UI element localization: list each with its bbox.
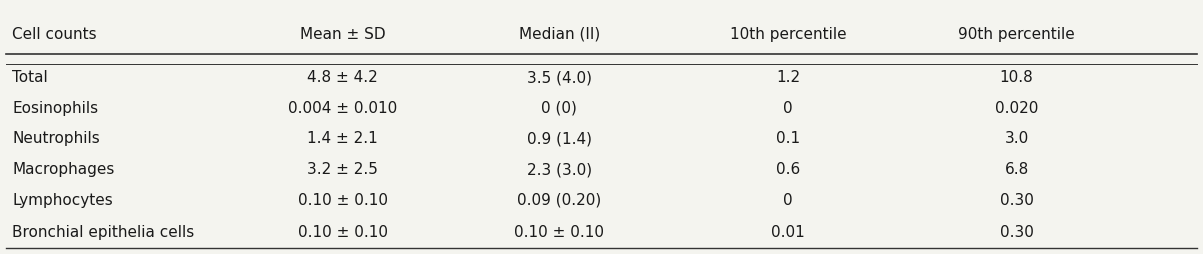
Text: 0.09 (0.20): 0.09 (0.20) (517, 192, 602, 207)
Text: 1.2: 1.2 (776, 70, 800, 85)
Text: Mean ± SD: Mean ± SD (300, 27, 386, 42)
Text: 0 (0): 0 (0) (541, 101, 577, 115)
Text: 4.8 ± 4.2: 4.8 ± 4.2 (308, 70, 378, 85)
Text: Median (II): Median (II) (518, 27, 600, 42)
Text: Neutrophils: Neutrophils (12, 131, 100, 146)
Text: 6.8: 6.8 (1005, 162, 1029, 176)
Text: 10th percentile: 10th percentile (730, 27, 846, 42)
Text: 2.3 (3.0): 2.3 (3.0) (527, 162, 592, 176)
Text: 0.30: 0.30 (1000, 192, 1033, 207)
Text: 0.10 ± 0.10: 0.10 ± 0.10 (515, 224, 604, 239)
Text: 0.1: 0.1 (776, 131, 800, 146)
Text: 0.01: 0.01 (771, 224, 805, 239)
Text: 0: 0 (783, 192, 793, 207)
Text: Eosinophils: Eosinophils (12, 101, 99, 115)
Text: Bronchial epithelia cells: Bronchial epithelia cells (12, 224, 194, 239)
Text: Cell counts: Cell counts (12, 27, 96, 42)
Text: Macrophages: Macrophages (12, 162, 114, 176)
Text: Lymphocytes: Lymphocytes (12, 192, 113, 207)
Text: 0.020: 0.020 (995, 101, 1038, 115)
Text: 3.5 (4.0): 3.5 (4.0) (527, 70, 592, 85)
Text: 0: 0 (783, 101, 793, 115)
Text: 0.6: 0.6 (776, 162, 800, 176)
Text: 1.4 ± 2.1: 1.4 ± 2.1 (308, 131, 378, 146)
Text: 3.2 ± 2.5: 3.2 ± 2.5 (308, 162, 378, 176)
Text: 0.9 (1.4): 0.9 (1.4) (527, 131, 592, 146)
Text: Total: Total (12, 70, 48, 85)
Text: 0.30: 0.30 (1000, 224, 1033, 239)
Text: 90th percentile: 90th percentile (958, 27, 1075, 42)
Text: 0.004 ± 0.010: 0.004 ± 0.010 (289, 101, 397, 115)
Text: 10.8: 10.8 (1000, 70, 1033, 85)
Text: 3.0: 3.0 (1005, 131, 1029, 146)
Text: 0.10 ± 0.10: 0.10 ± 0.10 (298, 224, 387, 239)
Text: 0.10 ± 0.10: 0.10 ± 0.10 (298, 192, 387, 207)
